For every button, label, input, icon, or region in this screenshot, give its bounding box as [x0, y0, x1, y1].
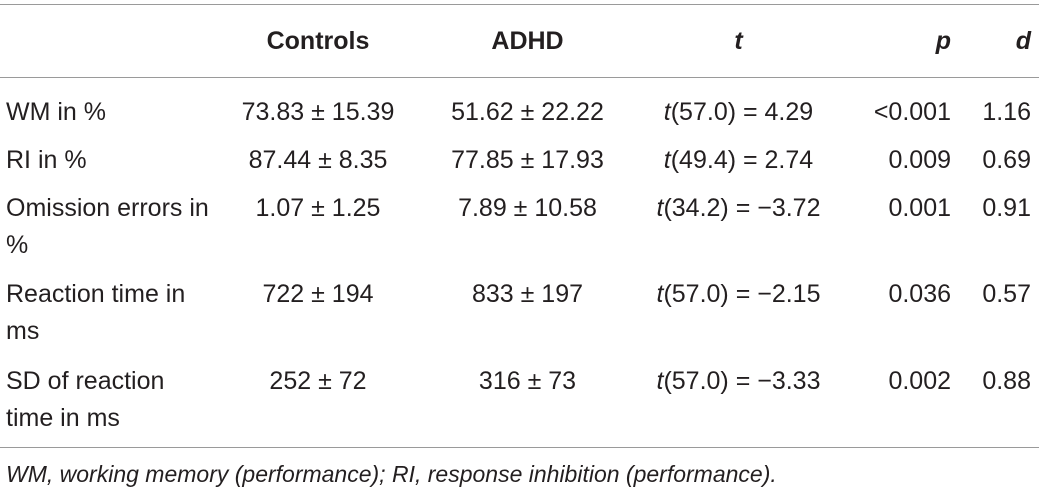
table-bottom-rule: [0, 447, 1039, 448]
row-ri-controls: 87.44 ± 8.35: [248, 146, 388, 174]
t-symbol: t: [656, 367, 664, 395]
row-reaction-p: 0.036: [888, 280, 951, 308]
header-p: p: [935, 27, 951, 55]
row-ri-adhd: 77.85 ± 17.93: [451, 146, 604, 174]
header-d: d: [1015, 27, 1031, 55]
t-symbol: t: [656, 280, 664, 308]
header-controls: Controls: [266, 27, 370, 55]
row-ri-d: 0.69: [982, 146, 1031, 174]
row-sd-t: t(57.0) = −3.33: [636, 363, 841, 400]
row-omission-adhd: 7.89 ± 10.58: [458, 194, 597, 222]
row-wm-p: <0.001: [873, 98, 951, 126]
header-t: t: [734, 27, 743, 55]
row-sd-adhd: 316 ± 73: [478, 367, 577, 395]
row-omission-p: 0.001: [888, 194, 951, 222]
table-footnote: WM, working memory (performance); RI, re…: [6, 461, 777, 487]
header-adhd: ADHD: [491, 27, 564, 55]
t-symbol: t: [663, 146, 671, 174]
row-reaction-adhd: 833 ± 197: [471, 280, 584, 308]
row-wm-t: t(57.0) = 4.29: [636, 94, 841, 131]
row-label-omission: Omission errors in %: [6, 194, 209, 259]
t-value: (34.2) = −3.72: [663, 194, 821, 222]
row-ri-t: t(49.4) = 2.74: [636, 142, 841, 179]
row-sd-p: 0.002: [888, 367, 951, 395]
row-omission-t: t(34.2) = −3.72: [636, 190, 841, 227]
row-sd-controls: 252 ± 72: [269, 367, 367, 395]
row-label-ri: RI in %: [6, 146, 87, 174]
row-omission-controls: 1.07 ± 1.25: [255, 194, 381, 222]
row-label-sd-reaction: SD of reaction time in ms: [6, 367, 165, 432]
row-label-reaction-time: Reaction time in ms: [6, 280, 186, 345]
row-wm-d: 1.16: [982, 98, 1031, 126]
t-symbol: t: [656, 194, 664, 222]
t-value: (49.4) = 2.74: [670, 146, 814, 174]
t-value: (57.0) = −3.33: [663, 367, 821, 395]
row-ri-p: 0.009: [888, 146, 951, 174]
t-value: (57.0) = 4.29: [670, 98, 814, 126]
row-sd-d: 0.88: [982, 367, 1031, 395]
t-value: (57.0) = −2.15: [663, 280, 821, 308]
row-reaction-t: t(57.0) = −2.15: [636, 276, 841, 313]
row-wm-controls: 73.83 ± 15.39: [241, 98, 395, 126]
row-label-wm: WM in %: [6, 98, 106, 126]
table-top-rule: [0, 4, 1039, 5]
row-reaction-controls: 722 ± 194: [262, 280, 374, 308]
row-omission-d: 0.91: [982, 194, 1031, 222]
table-header-rule: [0, 77, 1039, 78]
row-wm-adhd: 51.62 ± 22.22: [451, 98, 604, 126]
t-symbol: t: [663, 98, 671, 126]
row-reaction-d: 0.57: [982, 280, 1031, 308]
